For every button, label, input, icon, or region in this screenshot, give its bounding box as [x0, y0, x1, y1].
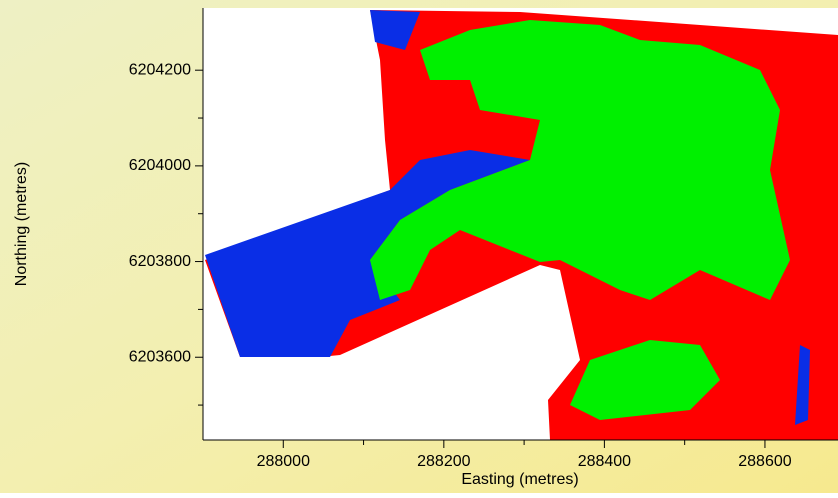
x-axis-title: Easting (metres)	[461, 471, 578, 488]
y-tick-label: 6204000	[129, 157, 191, 174]
x-tick-label: 288400	[578, 453, 631, 470]
y-tick-label: 6203800	[129, 253, 191, 270]
x-tick-label: 288200	[417, 453, 470, 470]
y-axis-title: Northing (metres)	[13, 162, 30, 286]
x-tick-label: 288000	[257, 453, 310, 470]
map-page: Easting (metres) Northing (metres) 28800…	[0, 0, 838, 493]
x-tick-label: 288600	[738, 453, 791, 470]
y-tick-label: 6204200	[129, 61, 191, 78]
y-tick-label: 6203600	[129, 348, 191, 365]
